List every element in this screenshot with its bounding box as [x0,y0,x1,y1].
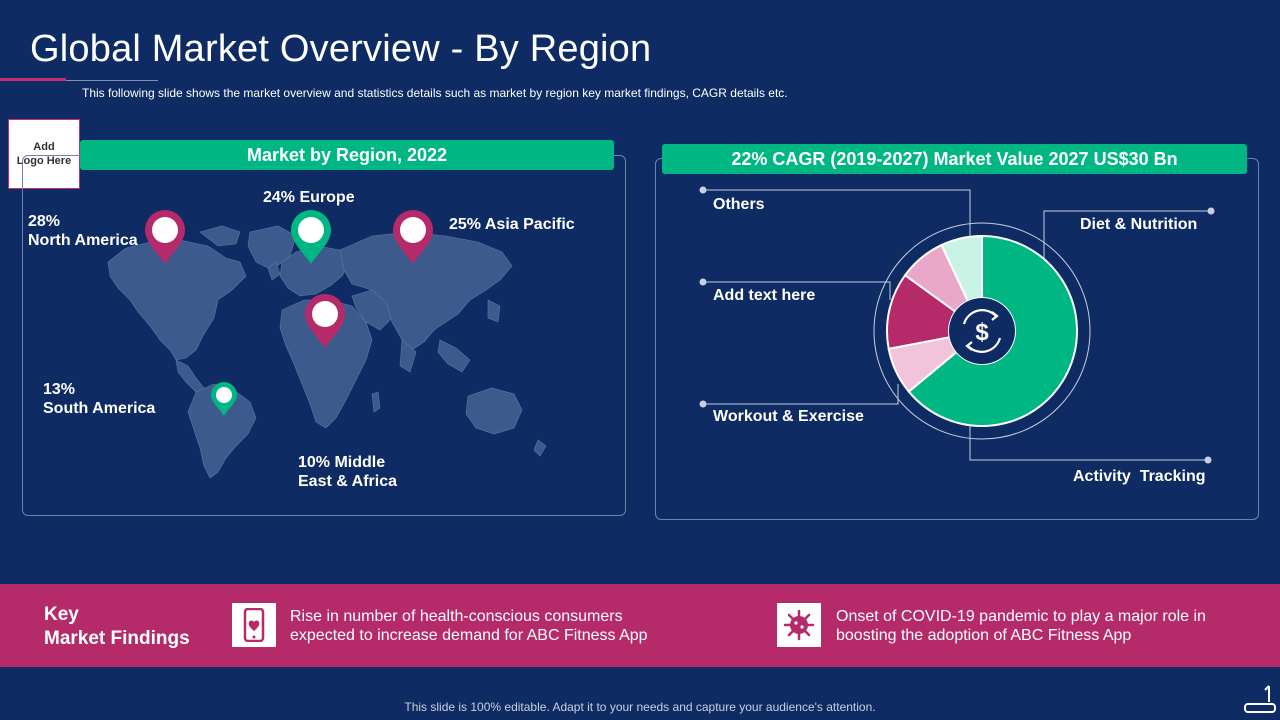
finding-2-icon-box [777,603,821,647]
connector-others [703,189,971,236]
key-findings-band [0,584,1280,667]
page-title: Global Market Overview - By Region [30,28,652,70]
title-underline [66,80,158,81]
title-accent-bar [0,78,66,81]
connector-add-text [703,281,891,300]
donut-center [949,298,1015,364]
presenter-icon [1244,685,1276,713]
label-workout: Workout & Exercise [713,408,864,425]
finding-1-text: Rise in number of health-conscious consu… [290,608,648,644]
label-europe: 24% Europe [263,189,355,206]
finding-1-icon-box [232,603,276,647]
finding-2-text: Onset of COVID-19 pandemic to play a maj… [836,608,1206,644]
connector-activity [969,425,1208,461]
label-activity: Activity Tracking [1073,468,1206,485]
connector-dot-others [699,186,707,194]
virus-icon [783,609,815,641]
logo-placeholder[interactable]: Add Logo Here [8,119,80,189]
label-south-america: 13% South America [43,381,156,417]
connector-dot-diet [1207,207,1215,215]
pin-asia-pacific[interactable] [391,208,435,266]
pin-south-america[interactable] [210,381,238,417]
connector-diet [1043,210,1211,260]
dollar-sign: $ [975,319,989,346]
map-panel-header: Market by Region, 2022 [80,140,614,170]
connector-dot-add-text [699,278,707,286]
label-asia-pacific: 25% Asia Pacific [449,216,575,233]
dollar-cycle-icon [962,309,1002,353]
key-findings-title: Key Market Findings [44,604,190,649]
pin-europe[interactable] [289,208,333,266]
label-add-text: Add text here [713,287,816,304]
footer-note: This slide is 100% editable. Adapt it to… [404,700,876,714]
pin-middle-east-africa[interactable] [303,292,347,350]
label-north-america: 28% North America [28,213,138,249]
label-others: Others [713,196,765,213]
label-diet: Diet & Nutrition [1080,216,1198,233]
connector-workout [703,384,899,405]
cagr-panel-header: 22% CAGR (2019-2027) Market Value 2027 U… [662,144,1247,174]
connector-dot-workout [699,400,707,408]
label-middle-east-africa: 10% Middle East & Africa [298,454,397,490]
pin-north-america[interactable] [143,208,187,266]
mobile-heart-icon [243,608,265,642]
donut-outer-ring [873,222,1091,440]
connector-dot-activity [1204,456,1212,464]
page-subtitle: This following slide shows the market ov… [82,86,788,100]
